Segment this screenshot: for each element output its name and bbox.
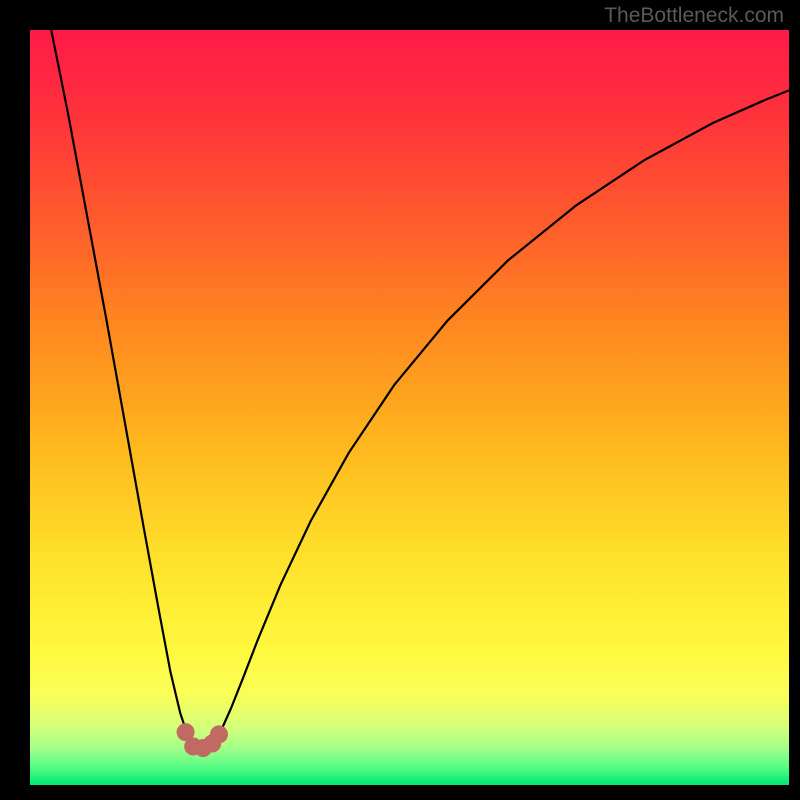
bottom-marker xyxy=(210,726,227,743)
curve-overlay xyxy=(30,30,789,785)
bottleneck-curve xyxy=(51,30,789,748)
chart-container: TheBottleneck.com xyxy=(0,0,800,800)
marker-group xyxy=(177,724,227,757)
watermark-text: TheBottleneck.com xyxy=(604,4,784,28)
plot-area xyxy=(30,30,789,785)
